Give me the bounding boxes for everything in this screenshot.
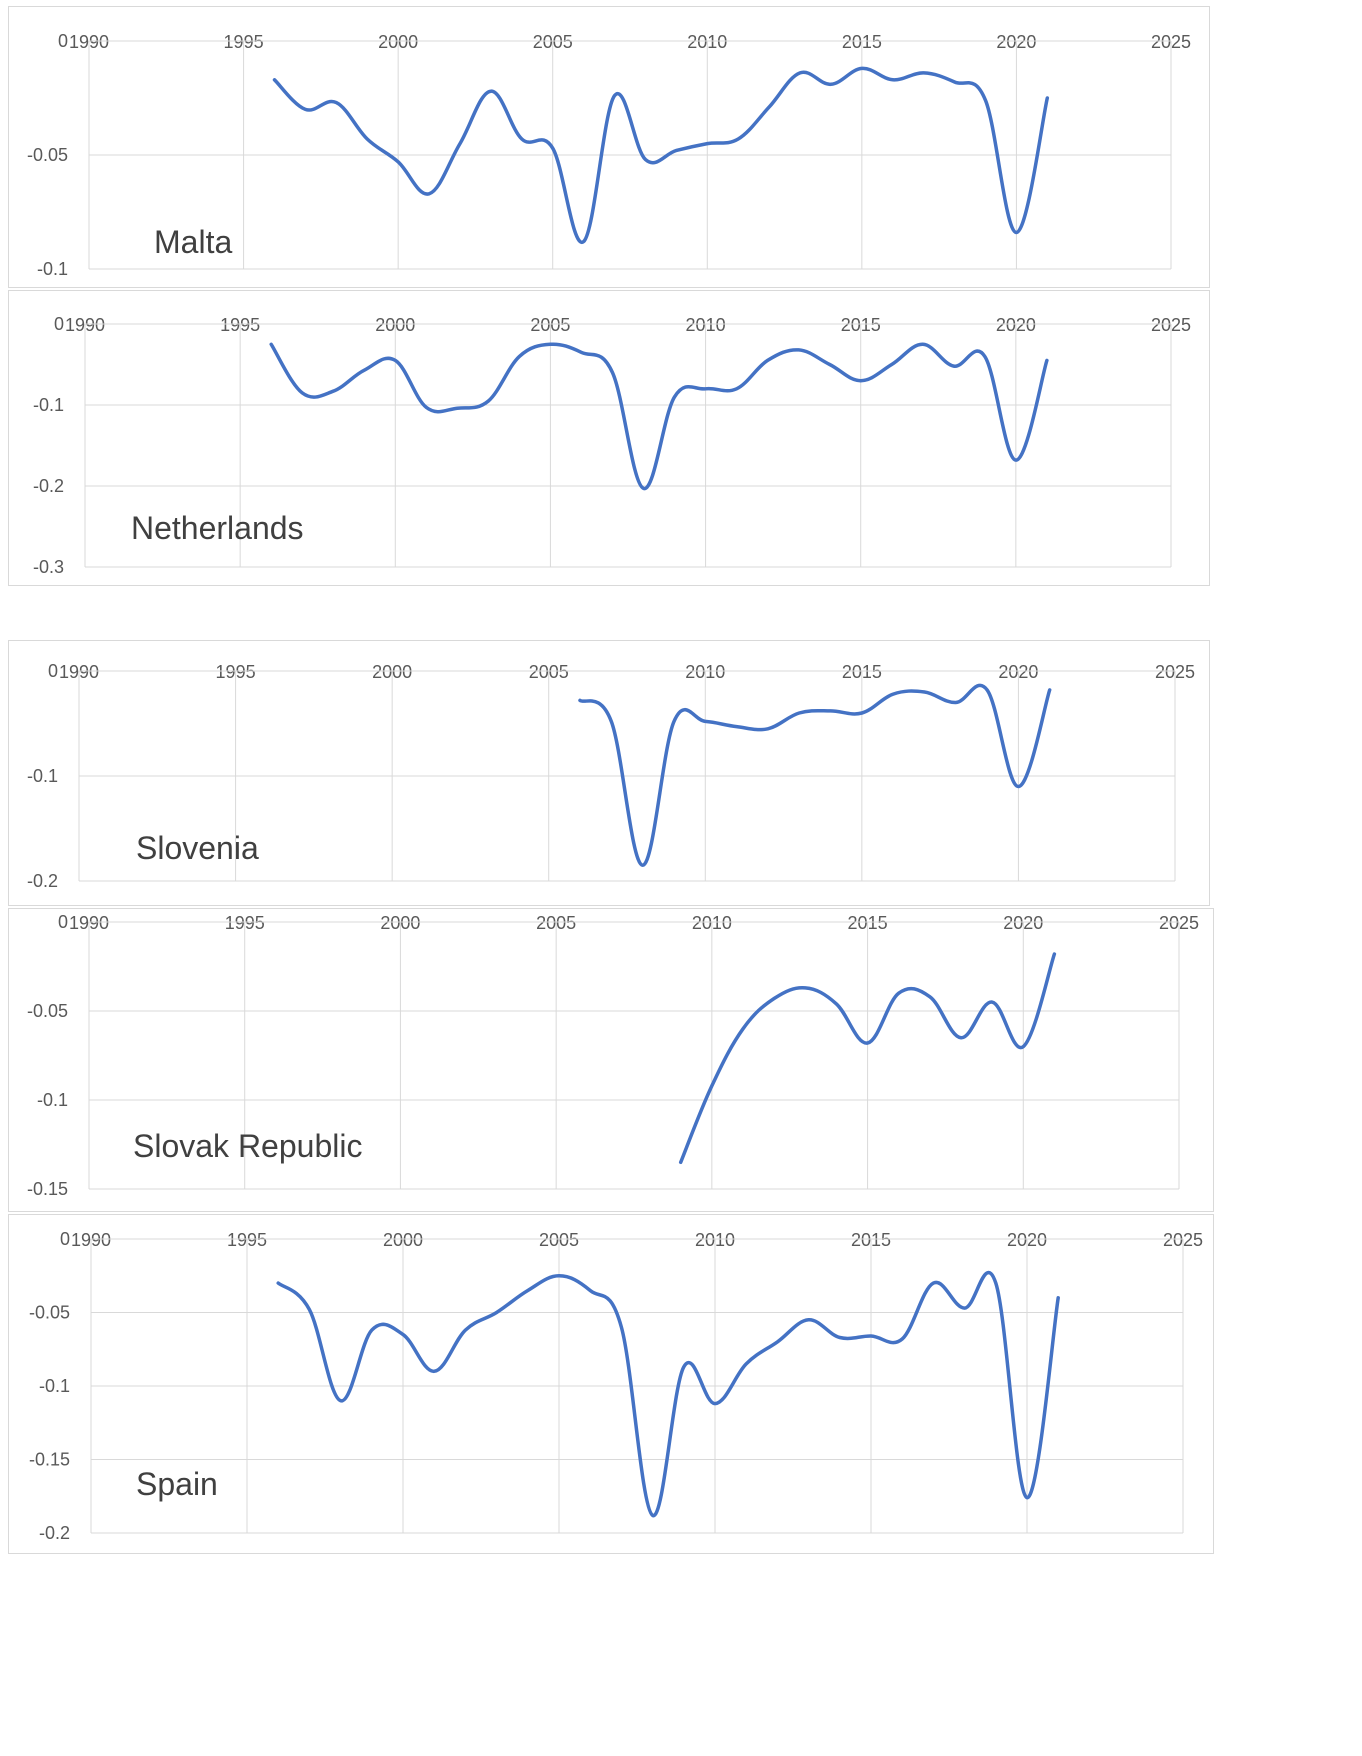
x-tick-label: 1995 <box>227 1230 267 1250</box>
country-label: Malta <box>154 224 232 260</box>
y-tick-label: 0 <box>48 661 58 681</box>
y-tick-label: 0 <box>58 31 68 51</box>
x-tick-label: 1990 <box>69 913 109 933</box>
x-tick-label: 2025 <box>1159 913 1199 933</box>
x-tick-label: 1990 <box>71 1230 111 1250</box>
y-tick-label: -0.3 <box>33 557 64 577</box>
x-tick-label: 2005 <box>536 913 576 933</box>
x-tick-label: 1995 <box>224 32 264 52</box>
x-tick-label: 2020 <box>1003 913 1043 933</box>
series-line <box>678 952 1057 1165</box>
x-tick-label: 2020 <box>996 315 1036 335</box>
chart-slovenia: 1990 1995 2000 2005 2010 2015 2020 2025 0 -0.1 -0.… <box>8 640 1210 906</box>
series-line <box>578 683 1052 868</box>
y-tick-label: -0.05 <box>29 1303 70 1323</box>
chart-netherlands-svg: 1990 1995 2000 2005 2010 2015 2020 2025 0 -0.1 -0.… <box>33 314 1191 577</box>
chart-malta: 1990 1995 2000 2005 2010 2015 2020 2025 0 -0.05 -0… <box>8 6 1210 288</box>
y-tick-label: -0.15 <box>27 1179 68 1199</box>
y-tick-label: -0.1 <box>33 395 64 415</box>
country-label: Slovenia <box>136 830 259 866</box>
chart-slovak-republic: 1990 1995 2000 2005 2010 2015 2020 2025 0 -0.05 -0… <box>8 908 1214 1212</box>
x-tick-label: 1990 <box>59 662 99 682</box>
x-tick-label: 2015 <box>842 662 882 682</box>
series-line <box>269 342 1049 491</box>
series-line <box>276 1271 1060 1518</box>
x-tick-label: 2005 <box>529 662 569 682</box>
y-tick-label: 0 <box>54 314 64 334</box>
x-tick-label: 2010 <box>685 662 725 682</box>
country-label: Slovak Republic <box>133 1128 362 1164</box>
x-tick-label: 2010 <box>695 1230 735 1250</box>
x-tick-label: 1995 <box>225 913 265 933</box>
y-tick-label: 0 <box>58 912 68 932</box>
x-tick-label: 2015 <box>851 1230 891 1250</box>
x-tick-label: 2025 <box>1151 32 1191 52</box>
x-tick-label: 2000 <box>380 913 420 933</box>
x-tick-label: 2020 <box>1007 1230 1047 1250</box>
x-tick-label: 1990 <box>69 32 109 52</box>
x-tick-label: 2000 <box>378 32 418 52</box>
x-tick-label: 2015 <box>848 913 888 933</box>
y-tick-label: -0.05 <box>27 1001 68 1021</box>
y-tick-label: -0.1 <box>37 1090 68 1110</box>
x-tick-label: 2005 <box>539 1230 579 1250</box>
country-label: Spain <box>136 1466 218 1502</box>
chart-spain: 1990 1995 2000 2005 2010 2015 2020 2025 0 -0.05 -0… <box>8 1214 1214 1554</box>
y-tick-label: -0.1 <box>39 1376 70 1396</box>
x-tick-label: 2010 <box>687 32 727 52</box>
y-tick-label: -0.05 <box>27 145 68 165</box>
x-tick-label: 2025 <box>1163 1230 1203 1250</box>
x-tick-label: 1995 <box>220 315 260 335</box>
x-tick-label: 2015 <box>841 315 881 335</box>
x-tick-label: 2005 <box>533 32 573 52</box>
y-tick-label: -0.15 <box>29 1450 70 1470</box>
x-tick-label: 2000 <box>383 1230 423 1250</box>
chart-slovak-republic-svg: 1990 1995 2000 2005 2010 2015 2020 2025 0 -0.05 -0… <box>27 912 1199 1199</box>
x-tick-label: 1995 <box>216 662 256 682</box>
x-tick-label: 2020 <box>996 32 1036 52</box>
chart-malta-svg: 1990 1995 2000 2005 2010 2015 2020 2025 0 -0.05 -0… <box>27 31 1191 279</box>
chart-spain-svg: 1990 1995 2000 2005 2010 2015 2020 2025 0 -0.05 -0… <box>29 1229 1203 1543</box>
x-tick-label: 2020 <box>998 662 1038 682</box>
x-tick-label: 2000 <box>372 662 412 682</box>
series-line <box>272 66 1050 244</box>
x-tick-label: 2000 <box>375 315 415 335</box>
country-label: Netherlands <box>131 510 304 546</box>
x-tick-label: 2025 <box>1155 662 1195 682</box>
x-tick-label: 2025 <box>1151 315 1191 335</box>
chart-slovenia-svg: 1990 1995 2000 2005 2010 2015 2020 2025 0 -0.1 -0.… <box>27 661 1195 891</box>
y-tick-label: -0.2 <box>33 476 64 496</box>
y-tick-label: -0.2 <box>27 871 58 891</box>
x-tick-label: 2010 <box>686 315 726 335</box>
y-tick-label: 0 <box>60 1229 70 1249</box>
x-tick-label: 2015 <box>842 32 882 52</box>
y-tick-label: -0.1 <box>37 259 68 279</box>
x-tick-label: 2010 <box>692 913 732 933</box>
y-tick-label: -0.2 <box>39 1523 70 1543</box>
y-tick-label: -0.1 <box>27 766 58 786</box>
chart-netherlands: 1990 1995 2000 2005 2010 2015 2020 2025 0 -0.1 -0.… <box>8 290 1210 586</box>
x-tick-label: 2005 <box>530 315 570 335</box>
x-tick-label: 1990 <box>65 315 105 335</box>
